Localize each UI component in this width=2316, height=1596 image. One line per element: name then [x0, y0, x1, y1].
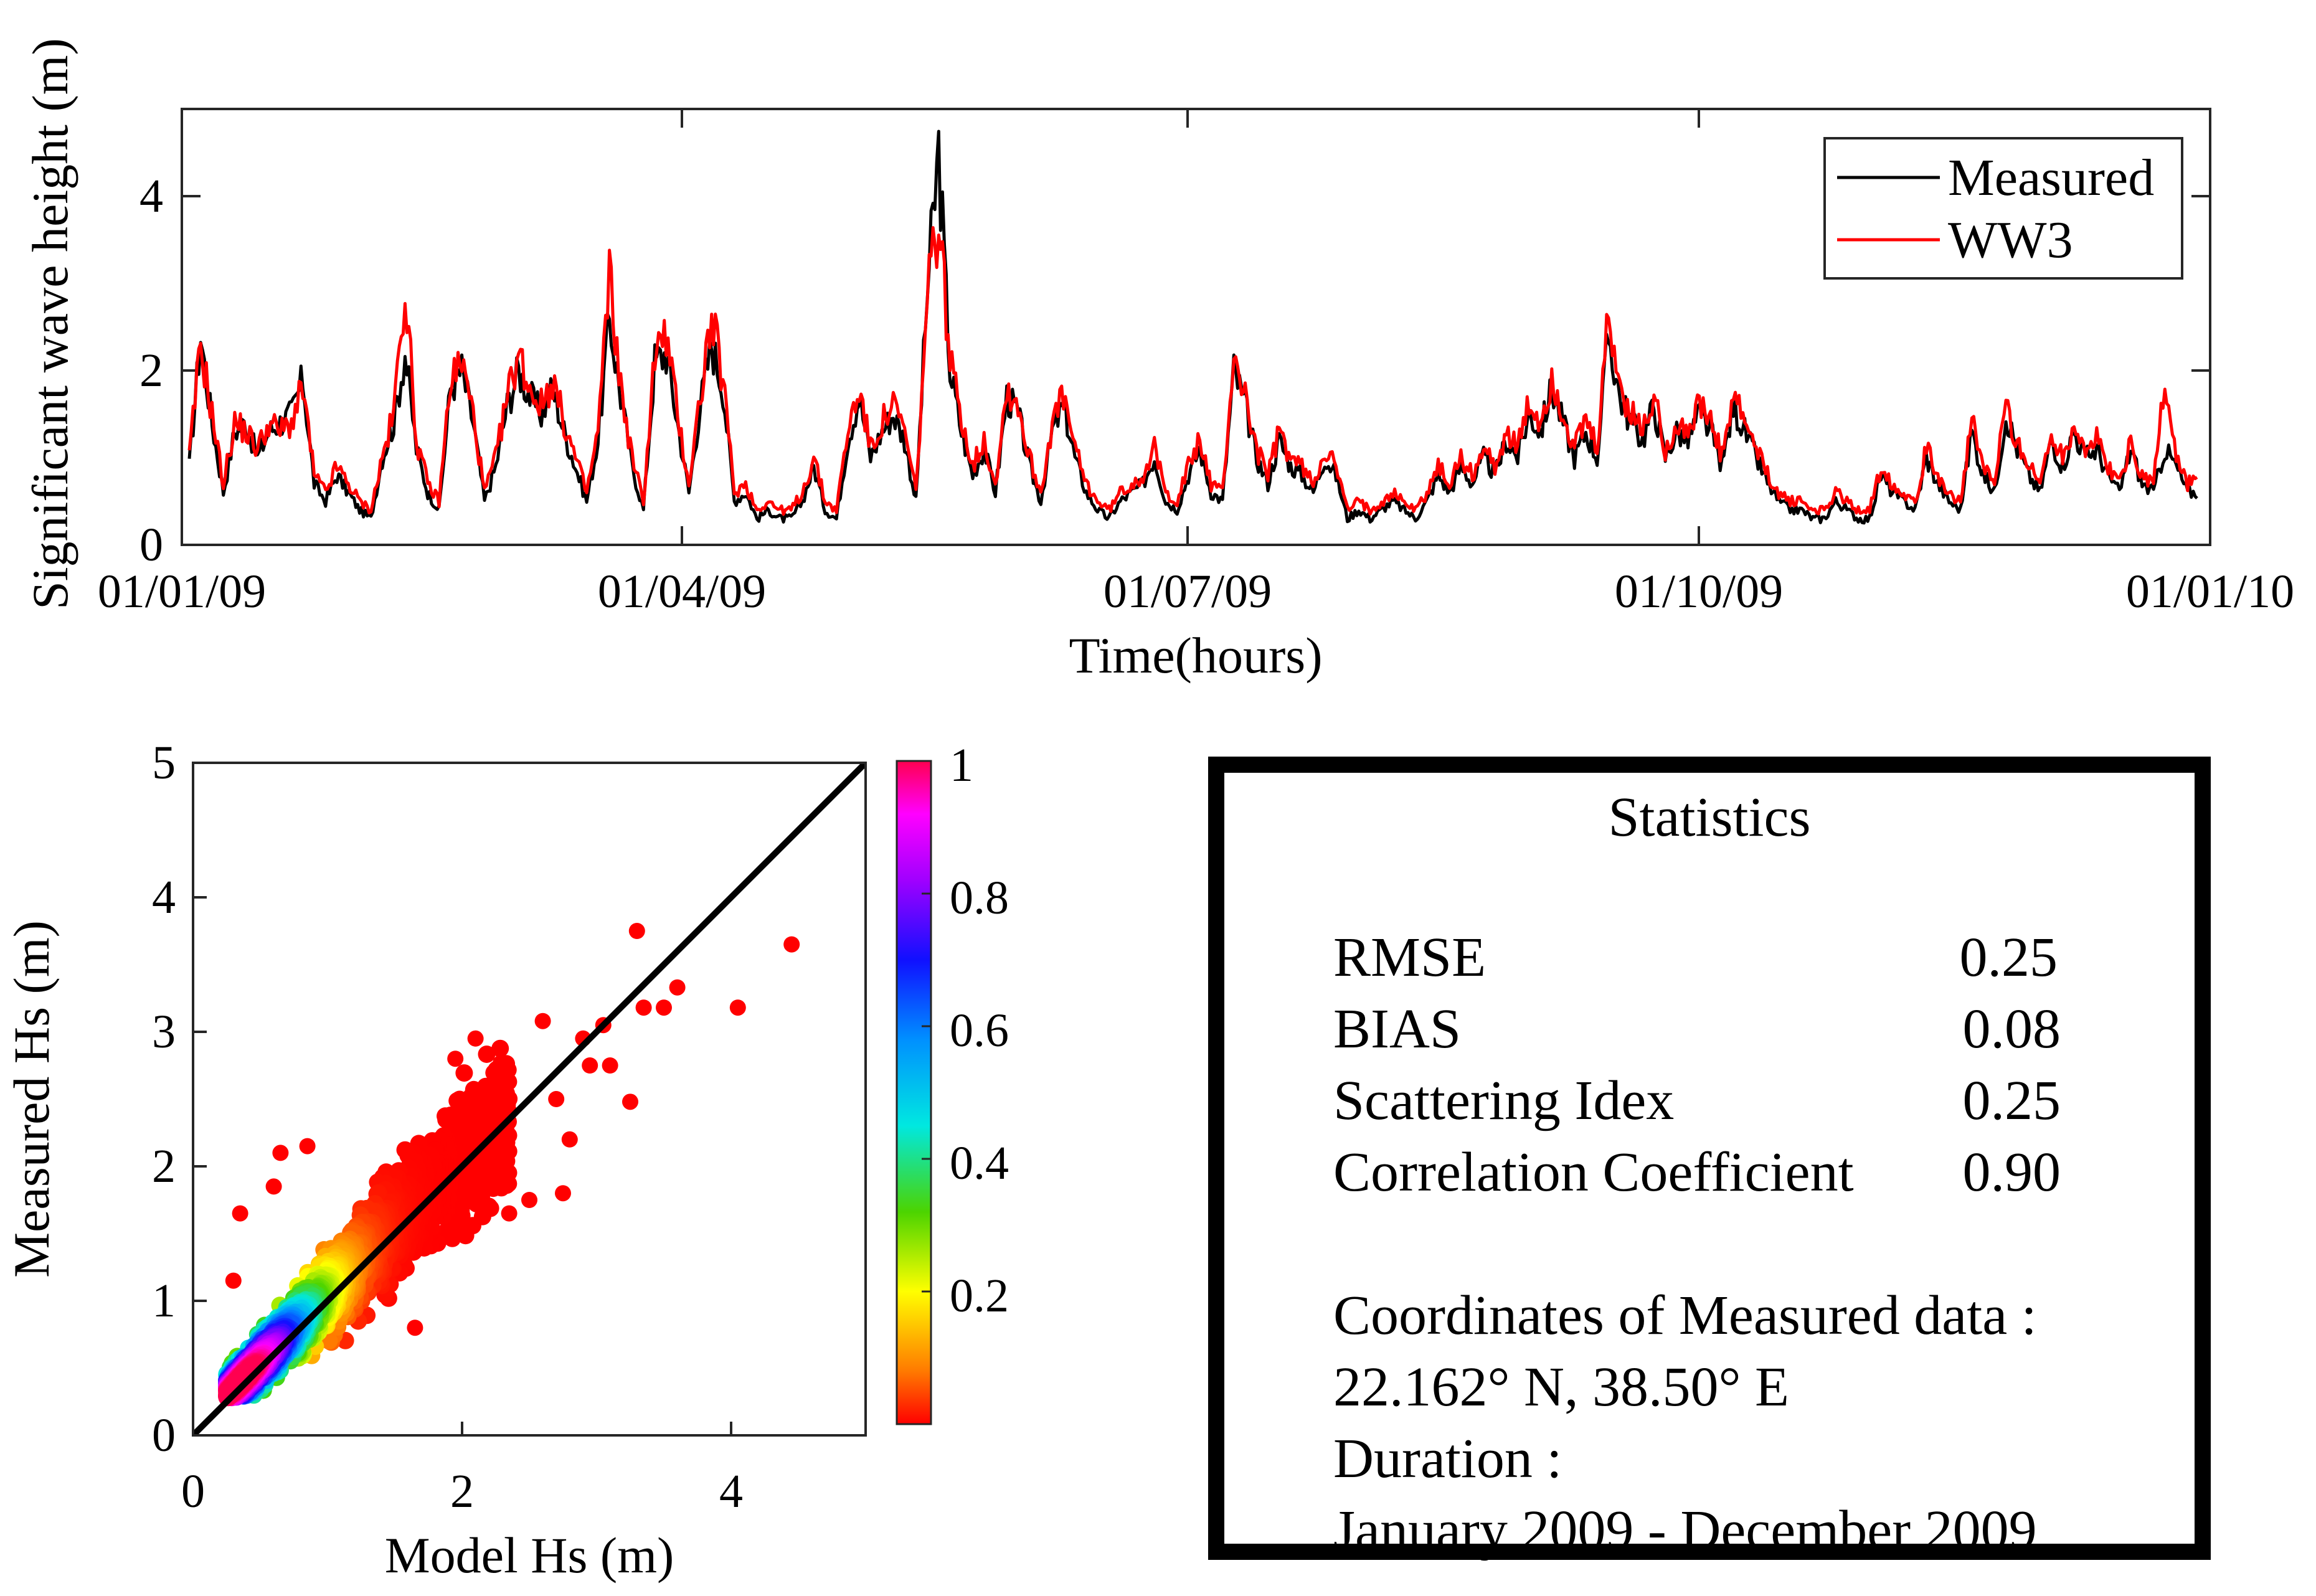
density-point-75 [485, 1064, 503, 1082]
outlier-point-24 [232, 1205, 248, 1222]
ts-xtick-label-jan09: 01/01/09 [98, 565, 266, 618]
colorbar-tick-label-0.2: 0.2 [950, 1270, 1009, 1322]
ts-ytick-label-4: 4 [139, 170, 163, 222]
legend: Measured WW3 [1823, 137, 2183, 280]
outlier-point-22 [265, 1178, 282, 1195]
outlier-point-17 [467, 1030, 484, 1047]
legend-ww3-label: WW3 [1948, 211, 2073, 269]
outlier-point-21 [299, 1138, 316, 1155]
colorbar-ticks [922, 760, 931, 1293]
ts-y-axis-label: Significant wave height (m) [22, 38, 78, 610]
ts-xtick-label-oct09: 01/10/09 [1615, 565, 1783, 618]
outlier-point-20 [272, 1145, 289, 1161]
sc-ytick-label-3: 3 [152, 1006, 176, 1058]
outlier-point-2 [669, 979, 686, 996]
sc-x-axis-label: Model Hs (m) [385, 1527, 674, 1584]
outlier-point-9 [582, 1057, 598, 1074]
scatter-x-tick-labels: 0 2 4 [181, 1465, 743, 1518]
coords-label: Coordinates of Measured data : [1333, 1285, 2037, 1346]
outlier-point-5 [628, 923, 645, 939]
density-point-15 [491, 1039, 509, 1057]
outlier-point-19 [407, 1320, 423, 1336]
outlier-point-18 [447, 1051, 464, 1067]
sc-ytick-label-5: 5 [152, 737, 176, 789]
sc-xtick-label-2: 2 [450, 1465, 474, 1518]
sc-xtick-label-0: 0 [181, 1465, 205, 1518]
ts-xtick-label-jul09: 01/07/09 [1104, 565, 1272, 618]
outlier-point-13 [555, 1185, 571, 1202]
colorbar: 0.2 0.4 0.6 0.8 1 [896, 739, 1009, 1425]
sc-ytick-label-4: 4 [152, 871, 176, 923]
outlier-point-16 [534, 1013, 551, 1029]
density-point-347 [437, 1111, 455, 1129]
density-point-265 [448, 1092, 466, 1110]
density-point-81 [478, 1046, 496, 1063]
legend-measured-label: Measured [1948, 149, 2154, 207]
stat-label-correlation: Correlation Coefficient [1333, 1141, 1854, 1203]
stat-label-rmse: RMSE [1333, 927, 1486, 988]
stat-value-bias: 0.08 [1962, 998, 2061, 1060]
outlier-point-1 [729, 999, 746, 1016]
one-to-one-line [193, 763, 866, 1435]
ts-x-axis-label: Time(hours) [1069, 627, 1323, 684]
duration-label: Duration : [1333, 1428, 1562, 1490]
stat-value-scatter-index: 0.25 [1962, 1070, 2061, 1131]
time-series-x-tick-labels: 01/01/09 01/04/09 01/07/09 01/10/09 01/0… [98, 565, 2294, 618]
legend-box [1823, 137, 2183, 280]
scatter-y-tick-labels: 0 1 2 3 4 5 [152, 737, 176, 1461]
outlier-point-3 [656, 999, 672, 1016]
ts-ytick-label-2: 2 [139, 344, 163, 397]
outlier-point-0 [783, 936, 800, 953]
colorbar-gradient [896, 760, 932, 1425]
sc-ytick-label-2: 2 [152, 1140, 176, 1192]
colorbar-tick-label-0.4: 0.4 [950, 1137, 1009, 1189]
time-series-ticks [182, 109, 2210, 546]
outlier-point-14 [521, 1192, 537, 1208]
sc-ytick-label-1: 1 [152, 1275, 176, 1327]
sc-ytick-label-0: 0 [152, 1409, 176, 1461]
scatter-plot: 0 1 2 3 4 5 0 2 4 Model Hs (m) Measured … [3, 737, 1009, 1584]
stat-label-scatter-index: Scattering Idex [1333, 1070, 1675, 1131]
stat-value-correlation: 0.90 [1962, 1141, 2061, 1203]
outlier-point-4 [635, 999, 652, 1016]
stat-value-rmse: 0.25 [1959, 927, 2058, 988]
ts-xtick-label-jan10: 01/01/10 [2126, 565, 2294, 618]
scatter-ticks [192, 762, 732, 1437]
outlier-point-10 [602, 1057, 618, 1074]
coords-value: 22.162° N, 38.50° E [1333, 1356, 1789, 1418]
ts-xtick-label-apr09: 01/04/09 [598, 565, 766, 618]
outlier-point-15 [501, 1205, 518, 1222]
ts-ytick-label-0: 0 [139, 519, 163, 571]
statistics-panel: Statistics RMSE 0.25 BIAS 0.08 Scatterin… [1208, 757, 2211, 1561]
colorbar-tick-label-0.8: 0.8 [950, 872, 1009, 924]
density-point-189 [456, 1227, 475, 1245]
colorbar-tick-label-0.6: 0.6 [950, 1004, 1009, 1057]
outlier-point-11 [548, 1091, 565, 1107]
sc-y-axis-label: Measured Hs (m) [3, 920, 60, 1278]
density-point-183 [455, 1064, 473, 1082]
statistics-title: Statistics [1608, 786, 1811, 848]
sc-xtick-label-4: 4 [719, 1465, 743, 1518]
outlier-point-6 [622, 1093, 638, 1110]
time-series-frame [181, 108, 2211, 546]
time-series-plot: 0 2 4 01/01/09 01/04/09 01/07/09 01/10/0… [22, 38, 2294, 684]
scatter-frame [192, 762, 867, 1437]
outlier-point-12 [561, 1131, 578, 1148]
scatter-outlier-points [225, 923, 800, 1336]
ww3-series-line [187, 226, 2198, 516]
stat-label-bias: BIAS [1333, 998, 1462, 1060]
scatter-density-cloud [218, 1039, 518, 1407]
time-series-y-tick-labels: 0 2 4 [139, 170, 163, 571]
duration-value: January 2009 - December 2009 [1333, 1499, 2037, 1561]
outlier-point-23 [225, 1272, 242, 1289]
colorbar-tick-label-1: 1 [950, 739, 973, 791]
